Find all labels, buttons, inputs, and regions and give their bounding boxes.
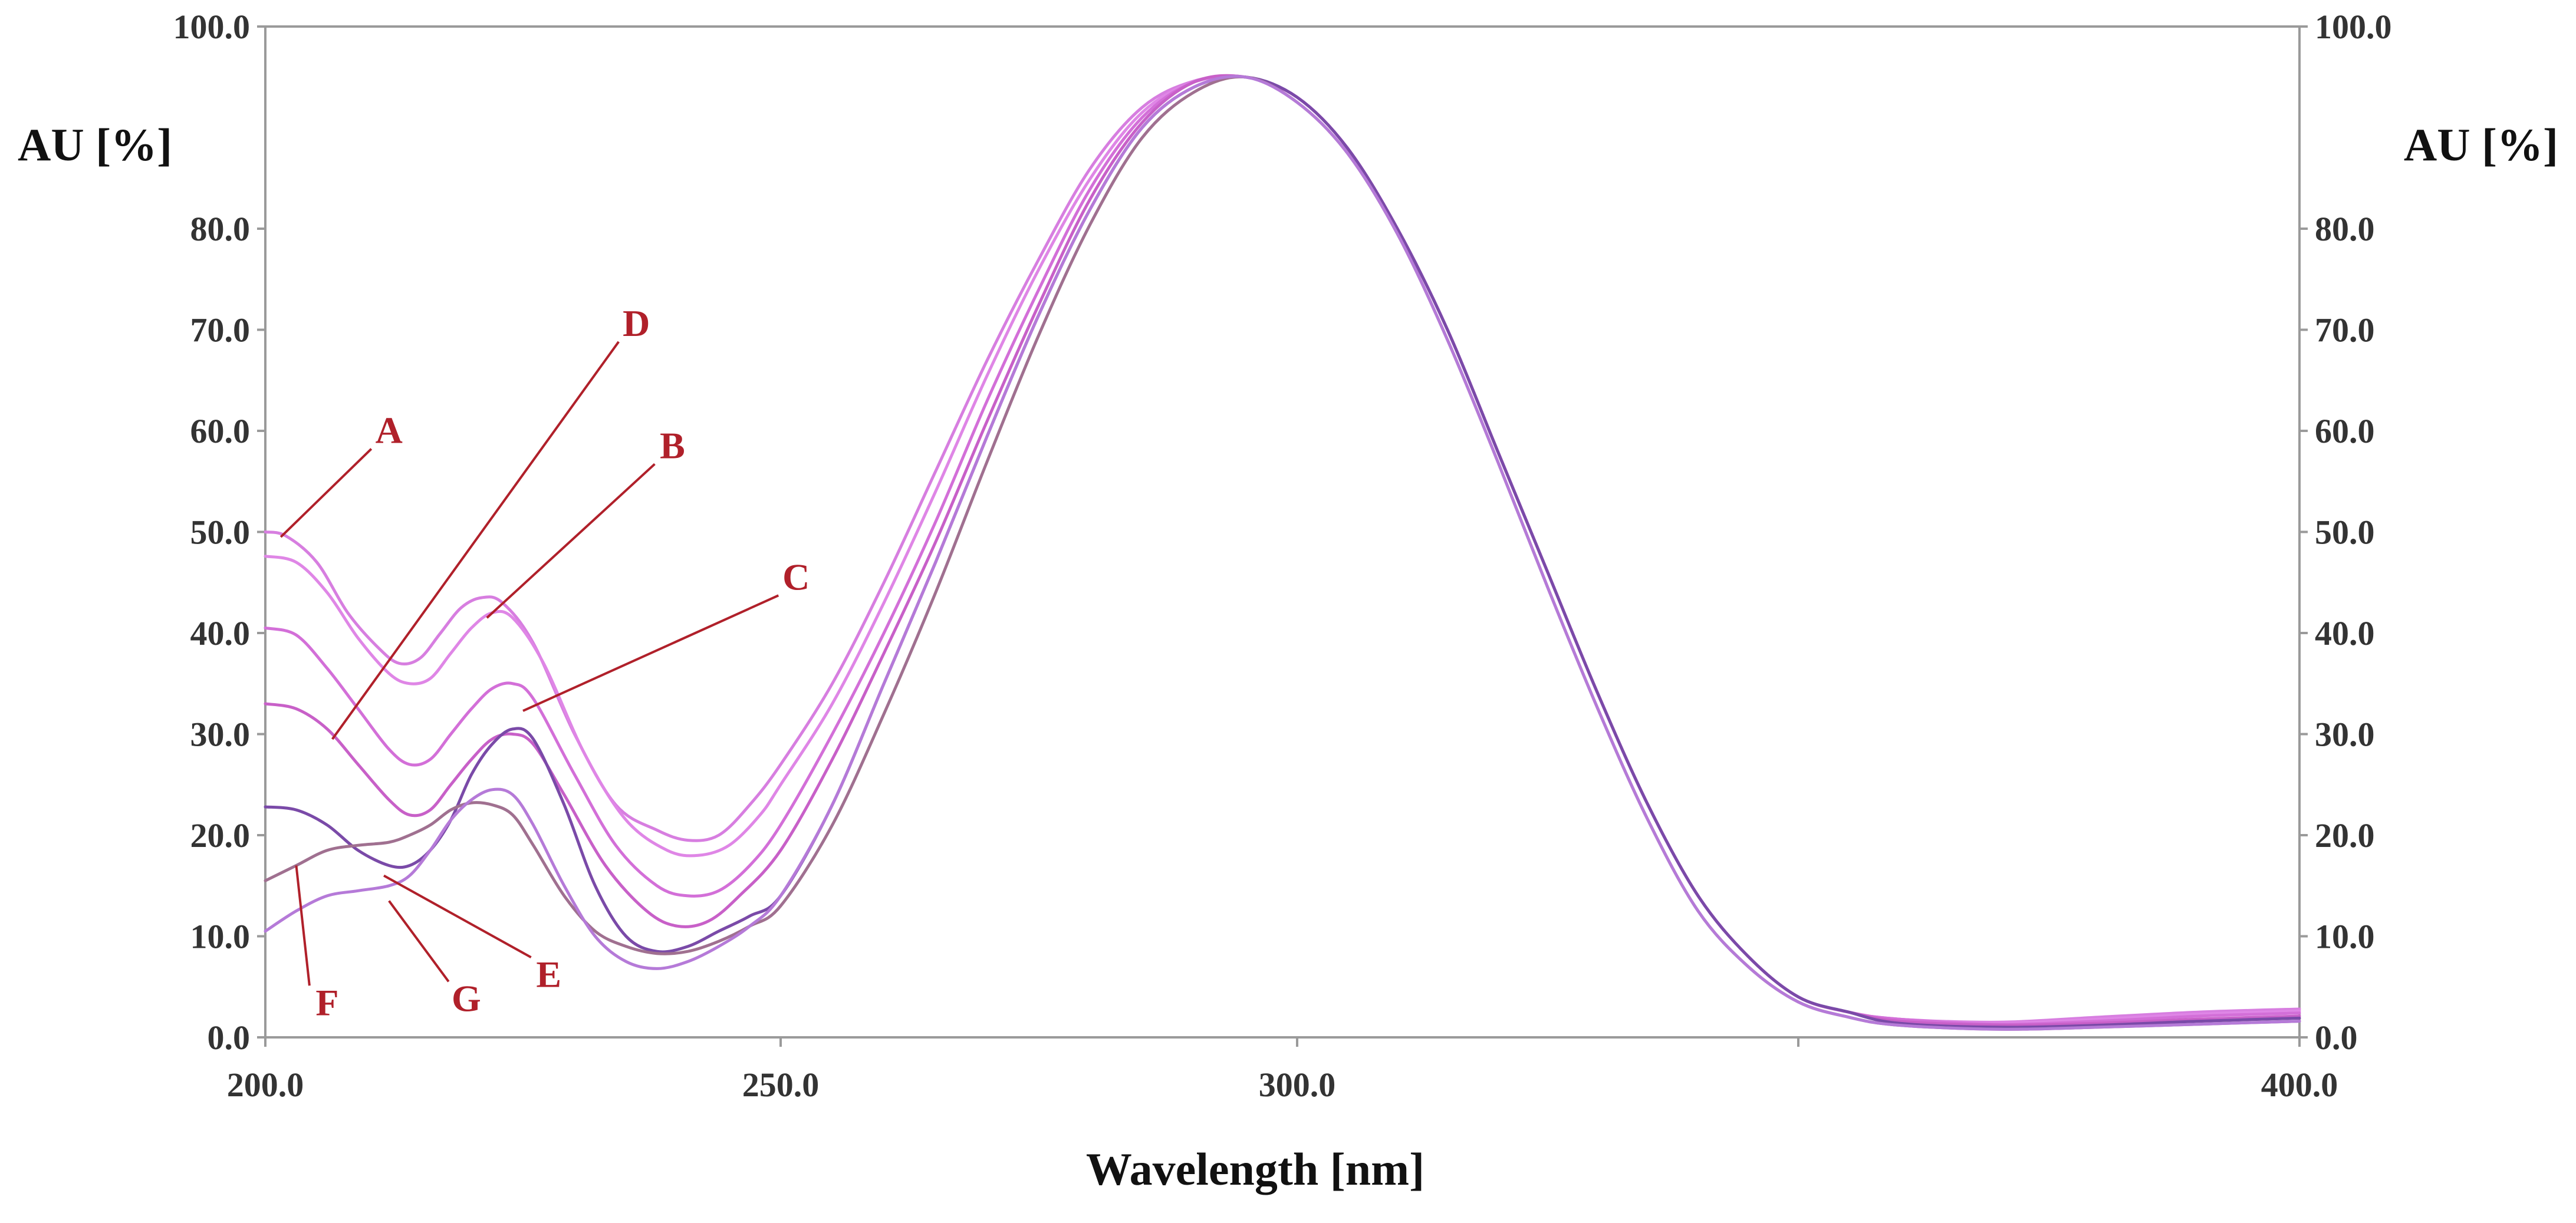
y-tick-label-left: 50.0 bbox=[190, 513, 251, 552]
series-label-e: E bbox=[536, 953, 561, 995]
leader-line-f bbox=[295, 865, 311, 986]
leader-line-c bbox=[522, 594, 779, 712]
x-tick-label: 200.0 bbox=[227, 1066, 304, 1104]
y-tick-label-right: 20.0 bbox=[2315, 816, 2375, 855]
x-tick-label: 400.0 bbox=[2261, 1066, 2338, 1104]
y-tick-label-left: 100.0 bbox=[173, 8, 251, 46]
series-line-g bbox=[264, 75, 2301, 1031]
leader-line-e bbox=[383, 874, 532, 958]
leader-line-d bbox=[331, 341, 620, 740]
y-tick-label-right: 70.0 bbox=[2315, 311, 2375, 350]
leader-line-g bbox=[388, 900, 450, 983]
x-tick-label: 300.0 bbox=[1259, 1066, 1336, 1104]
series-label-d: D bbox=[623, 302, 650, 344]
y-tick-label-left: 30.0 bbox=[190, 716, 251, 754]
series-label-g: G bbox=[452, 977, 481, 1019]
leader-line-b bbox=[486, 463, 656, 619]
series-label-c: C bbox=[782, 556, 810, 598]
y-tick-label-right: 60.0 bbox=[2315, 412, 2375, 450]
series-label-f: F bbox=[315, 981, 338, 1023]
y-tick-label-left: 70.0 bbox=[190, 311, 251, 350]
series-annotations: A B C D E F G bbox=[279, 302, 810, 1023]
y-axis-title-right: AU [%] bbox=[2404, 119, 2558, 170]
y-tick-label-left: 60.0 bbox=[190, 412, 251, 450]
y-tick-label-right: 100.0 bbox=[2315, 8, 2392, 46]
series-curves bbox=[264, 74, 2301, 1031]
series-label-a: A bbox=[376, 410, 403, 451]
series-label-b: B bbox=[660, 424, 685, 466]
y-tick-label-right: 40.0 bbox=[2315, 614, 2375, 652]
axes: 0.0 10.0 20.0 30.0 40.0 50.0 60.0 70.0 80.0 100.0… bbox=[173, 8, 2392, 1104]
y-tick-label-right: 10.0 bbox=[2315, 918, 2375, 956]
y-tick-label-left: 40.0 bbox=[190, 614, 251, 652]
leader-line-a bbox=[279, 448, 373, 538]
y-tick-label-left: 80.0 bbox=[190, 210, 251, 248]
y-axis-title-left: AU [%] bbox=[18, 119, 172, 170]
y-tick-label-right: 0.0 bbox=[2315, 1018, 2358, 1057]
y-tick-label-right: 30.0 bbox=[2315, 716, 2375, 754]
x-tick-label: 250.0 bbox=[742, 1066, 820, 1104]
x-axis-title: Wavelength [nm] bbox=[1086, 1143, 1424, 1195]
y-tick-label-left: 10.0 bbox=[190, 918, 251, 956]
y-tick-label-left: 20.0 bbox=[190, 816, 251, 855]
y-tick-label-right: 80.0 bbox=[2315, 210, 2375, 248]
y-tick-label-left: 0.0 bbox=[208, 1018, 251, 1057]
y-tick-label-right: 50.0 bbox=[2315, 513, 2375, 552]
